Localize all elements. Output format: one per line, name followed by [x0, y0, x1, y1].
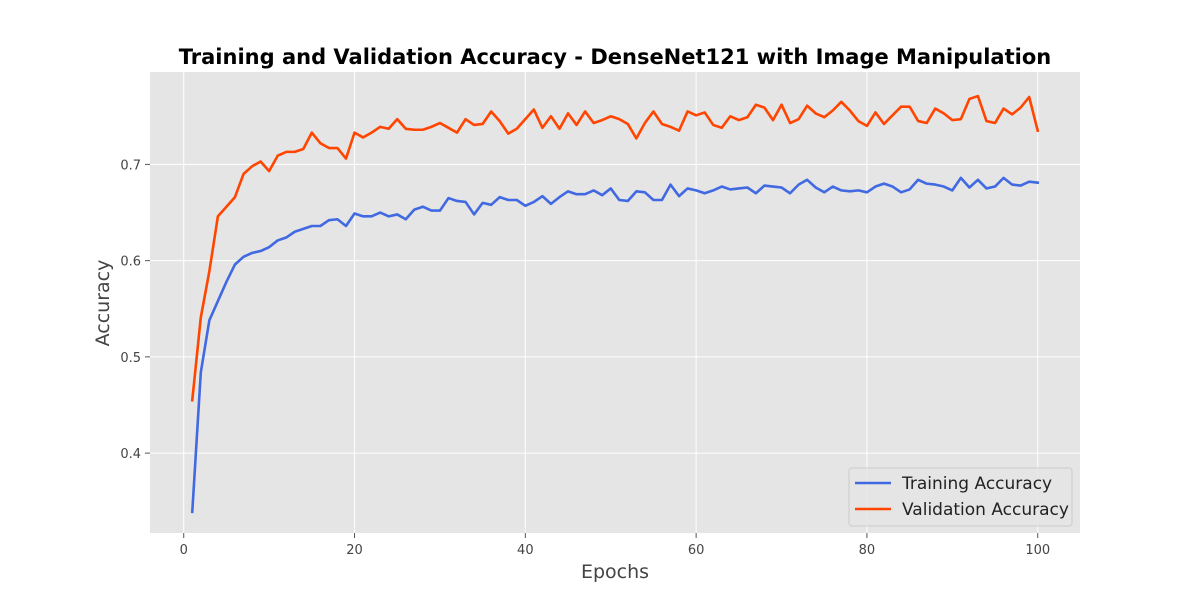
y-axis-label: Accuracy — [92, 260, 114, 347]
legend-label-validation-accuracy: Validation Accuracy — [902, 500, 1069, 520]
training-accuracy-line — [190, 176, 1040, 514]
x-axis-label: Epochs — [581, 561, 649, 583]
legend-box — [848, 467, 1073, 527]
x-tick-label: 40 — [517, 543, 534, 558]
legend: Training Accuracy Validation Accuracy — [848, 467, 1073, 527]
grid — [150, 72, 1080, 533]
y-tick-label: 0.4 — [120, 447, 141, 462]
y-tick-label: 0.6 — [120, 255, 141, 270]
y-tick-label: 0.7 — [120, 158, 141, 173]
legend-label-training-accuracy: Training Accuracy — [901, 474, 1052, 494]
chart-title: Training and Validation Accuracy - Dense… — [179, 45, 1051, 69]
x-tick-label: 0 — [180, 543, 188, 558]
x-tick-label: 80 — [859, 543, 876, 558]
plot-area — [150, 72, 1080, 533]
ticks: 0 20 40 60 80 100 0.4 0.5 0.6 0.7 — [120, 158, 1050, 558]
y-tick-label: 0.5 — [120, 351, 141, 366]
x-tick-label: 60 — [688, 543, 705, 558]
x-tick-label: 100 — [1025, 543, 1050, 558]
validation-accuracy-line — [190, 94, 1040, 402]
x-tick-label: 20 — [346, 543, 363, 558]
series-group — [190, 94, 1040, 514]
